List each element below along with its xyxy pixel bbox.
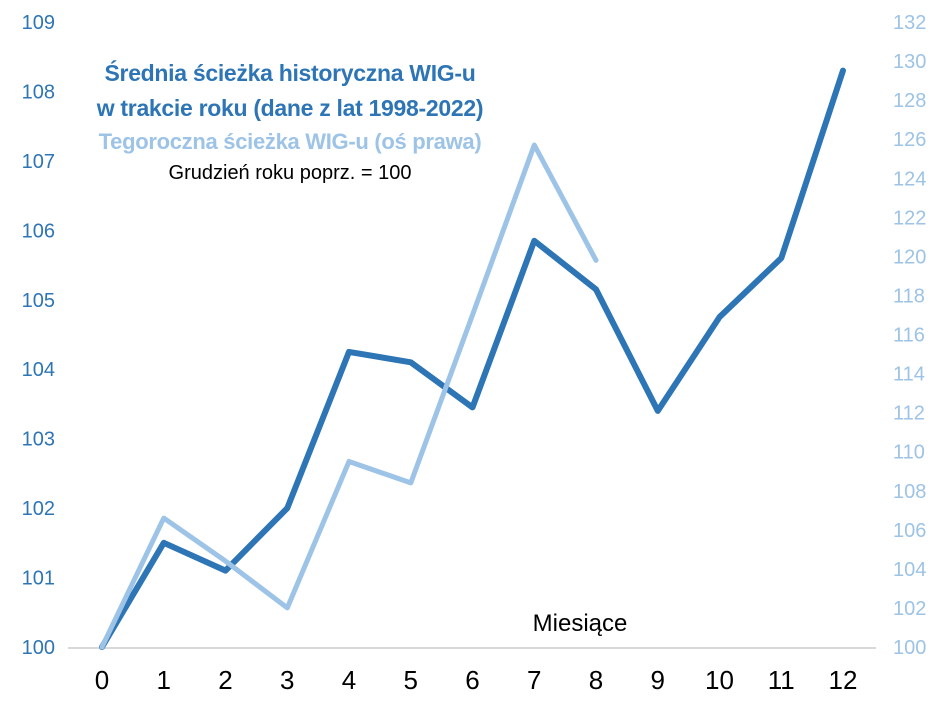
left-axis-tick-label: 102 <box>22 498 55 520</box>
right-axis-tick-label: 120 <box>893 246 926 268</box>
left-axis-tick-label: 106 <box>22 220 55 242</box>
right-axis-tick-label: 106 <box>893 520 926 542</box>
x-axis-tick-label: 9 <box>651 665 665 695</box>
left-axis-tick-label: 103 <box>22 429 55 451</box>
right-axis-tick-label: 118 <box>893 285 925 307</box>
x-axis-title: Miesiące <box>532 610 628 637</box>
historical-path-line <box>99 67 846 650</box>
left-axis-tick-label: 107 <box>22 151 55 173</box>
left-axis-tick-label: 101 <box>22 568 55 590</box>
x-axis-tick-label: 4 <box>342 665 356 695</box>
left-axis-tick-label: 108 <box>22 81 55 103</box>
secondary-series-title: Tegoroczna ścieżka WIG-u (oś prawa) <box>98 129 482 154</box>
right-axis-tick-label: 100 <box>893 637 926 659</box>
right-axis-tick-label: 110 <box>893 442 925 464</box>
right-axis-tick-label: 116 <box>893 325 925 347</box>
x-axis-tick-label: 8 <box>589 665 603 695</box>
left-axis-tick-label: 104 <box>22 359 55 381</box>
right-axis-tick-label: 108 <box>893 481 926 503</box>
right-axis-tick-label: 126 <box>893 129 926 151</box>
chart-subtitle: Grudzień roku poprz. = 100 <box>168 162 412 184</box>
right-axis-tick-label: 130 <box>893 51 926 73</box>
chart-title-line1: Średnia ścieżka historyczna WIG-u <box>104 60 476 86</box>
x-axis-tick-label: 11 <box>768 665 795 695</box>
chart-title-block: Średnia ścieżka historyczna WIG-u w trak… <box>25 56 555 188</box>
right-axis-tick-label: 112 <box>893 403 925 425</box>
left-axis-tick-label: 109 <box>22 12 55 34</box>
left-axis-tick-label: 100 <box>22 637 55 659</box>
x-axis-tick-label: 2 <box>218 665 232 695</box>
x-axis-tick-label: 6 <box>465 665 479 695</box>
right-axis-tick-label: 114 <box>893 364 925 386</box>
x-axis-tick-label: 0 <box>95 665 109 695</box>
x-axis-tick-label: 10 <box>705 665 734 695</box>
chart-title-line2: w trakcie roku (dane z lat 1998-2022) <box>96 95 484 121</box>
right-axis-tick-label: 132 <box>893 12 926 34</box>
right-axis-tick-label: 104 <box>893 559 926 581</box>
x-axis-tick-label: 5 <box>404 665 418 695</box>
right-axis-tick-label: 128 <box>893 90 926 112</box>
current-year-path-line <box>99 142 599 650</box>
x-axis-tick-label: 1 <box>157 665 171 695</box>
x-axis-tick-label: 3 <box>280 665 294 695</box>
left-axis-tick-label: 105 <box>22 290 55 312</box>
right-axis-tick-label: 122 <box>893 207 926 229</box>
x-axis-tick-label: 12 <box>829 665 858 695</box>
right-axis-tick-label: 102 <box>893 598 926 620</box>
x-axis-tick-label: 7 <box>527 665 541 695</box>
right-axis-tick-label: 124 <box>893 168 926 190</box>
